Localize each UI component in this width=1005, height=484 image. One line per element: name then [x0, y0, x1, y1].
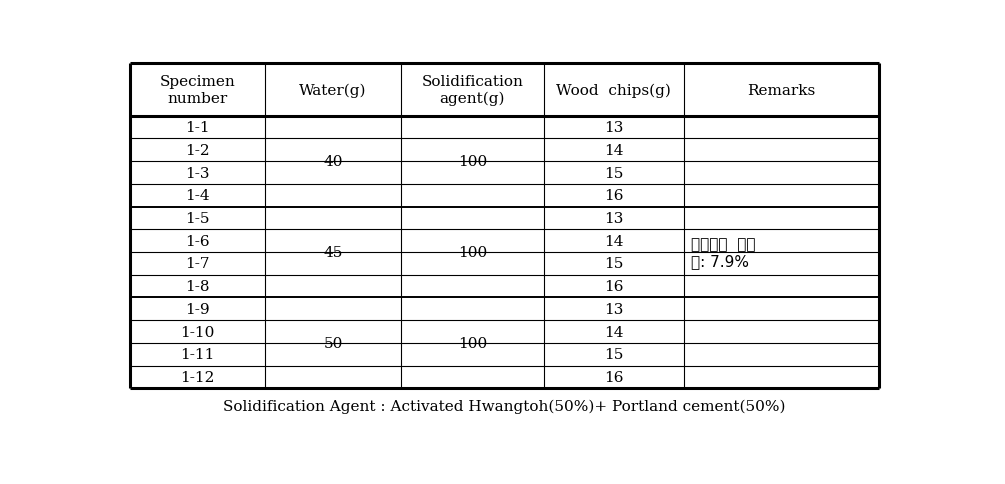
Text: 16: 16 [604, 279, 624, 293]
Text: 1-5: 1-5 [185, 212, 210, 226]
Text: Water(g): Water(g) [299, 83, 367, 98]
Text: 1-3: 1-3 [185, 166, 210, 180]
Text: 15: 15 [604, 257, 623, 271]
Text: Wood  chips(g): Wood chips(g) [557, 83, 671, 98]
Text: 1-7: 1-7 [185, 257, 210, 271]
Text: 14: 14 [604, 143, 624, 157]
Text: 1-9: 1-9 [185, 302, 210, 316]
Text: 13: 13 [604, 121, 623, 135]
Text: 100: 100 [458, 155, 487, 169]
Text: 14: 14 [604, 234, 624, 248]
Text: Solidification
agent(g): Solidification agent(g) [421, 75, 524, 106]
Text: 45: 45 [324, 245, 343, 259]
Text: 1-1: 1-1 [185, 121, 210, 135]
Text: 1-11: 1-11 [180, 348, 214, 362]
Text: 13: 13 [604, 212, 623, 226]
Text: Remarks: Remarks [747, 83, 815, 97]
Text: 1-12: 1-12 [180, 370, 214, 384]
Text: 40: 40 [324, 155, 343, 169]
Text: 100: 100 [458, 245, 487, 259]
Text: 13: 13 [604, 302, 623, 316]
Text: Specimen
number: Specimen number [160, 76, 235, 106]
Text: 1-8: 1-8 [185, 279, 210, 293]
Text: 15: 15 [604, 166, 623, 180]
Text: 100: 100 [458, 336, 487, 350]
Text: 1-6: 1-6 [185, 234, 210, 248]
Text: 15: 15 [604, 348, 623, 362]
Text: 16: 16 [604, 189, 624, 203]
Text: 14: 14 [604, 325, 624, 339]
Text: 50: 50 [324, 336, 343, 350]
Text: 목재칩의  함수
율: 7.9%: 목재칩의 함수 율: 7.9% [691, 236, 756, 269]
Text: 1-4: 1-4 [185, 189, 210, 203]
Text: 16: 16 [604, 370, 624, 384]
Text: 1-10: 1-10 [180, 325, 214, 339]
Text: Solidification Agent : Activated Hwangtoh(50%)+ Portland cement(50%): Solidification Agent : Activated Hwangto… [223, 399, 786, 413]
Text: 1-2: 1-2 [185, 143, 210, 157]
